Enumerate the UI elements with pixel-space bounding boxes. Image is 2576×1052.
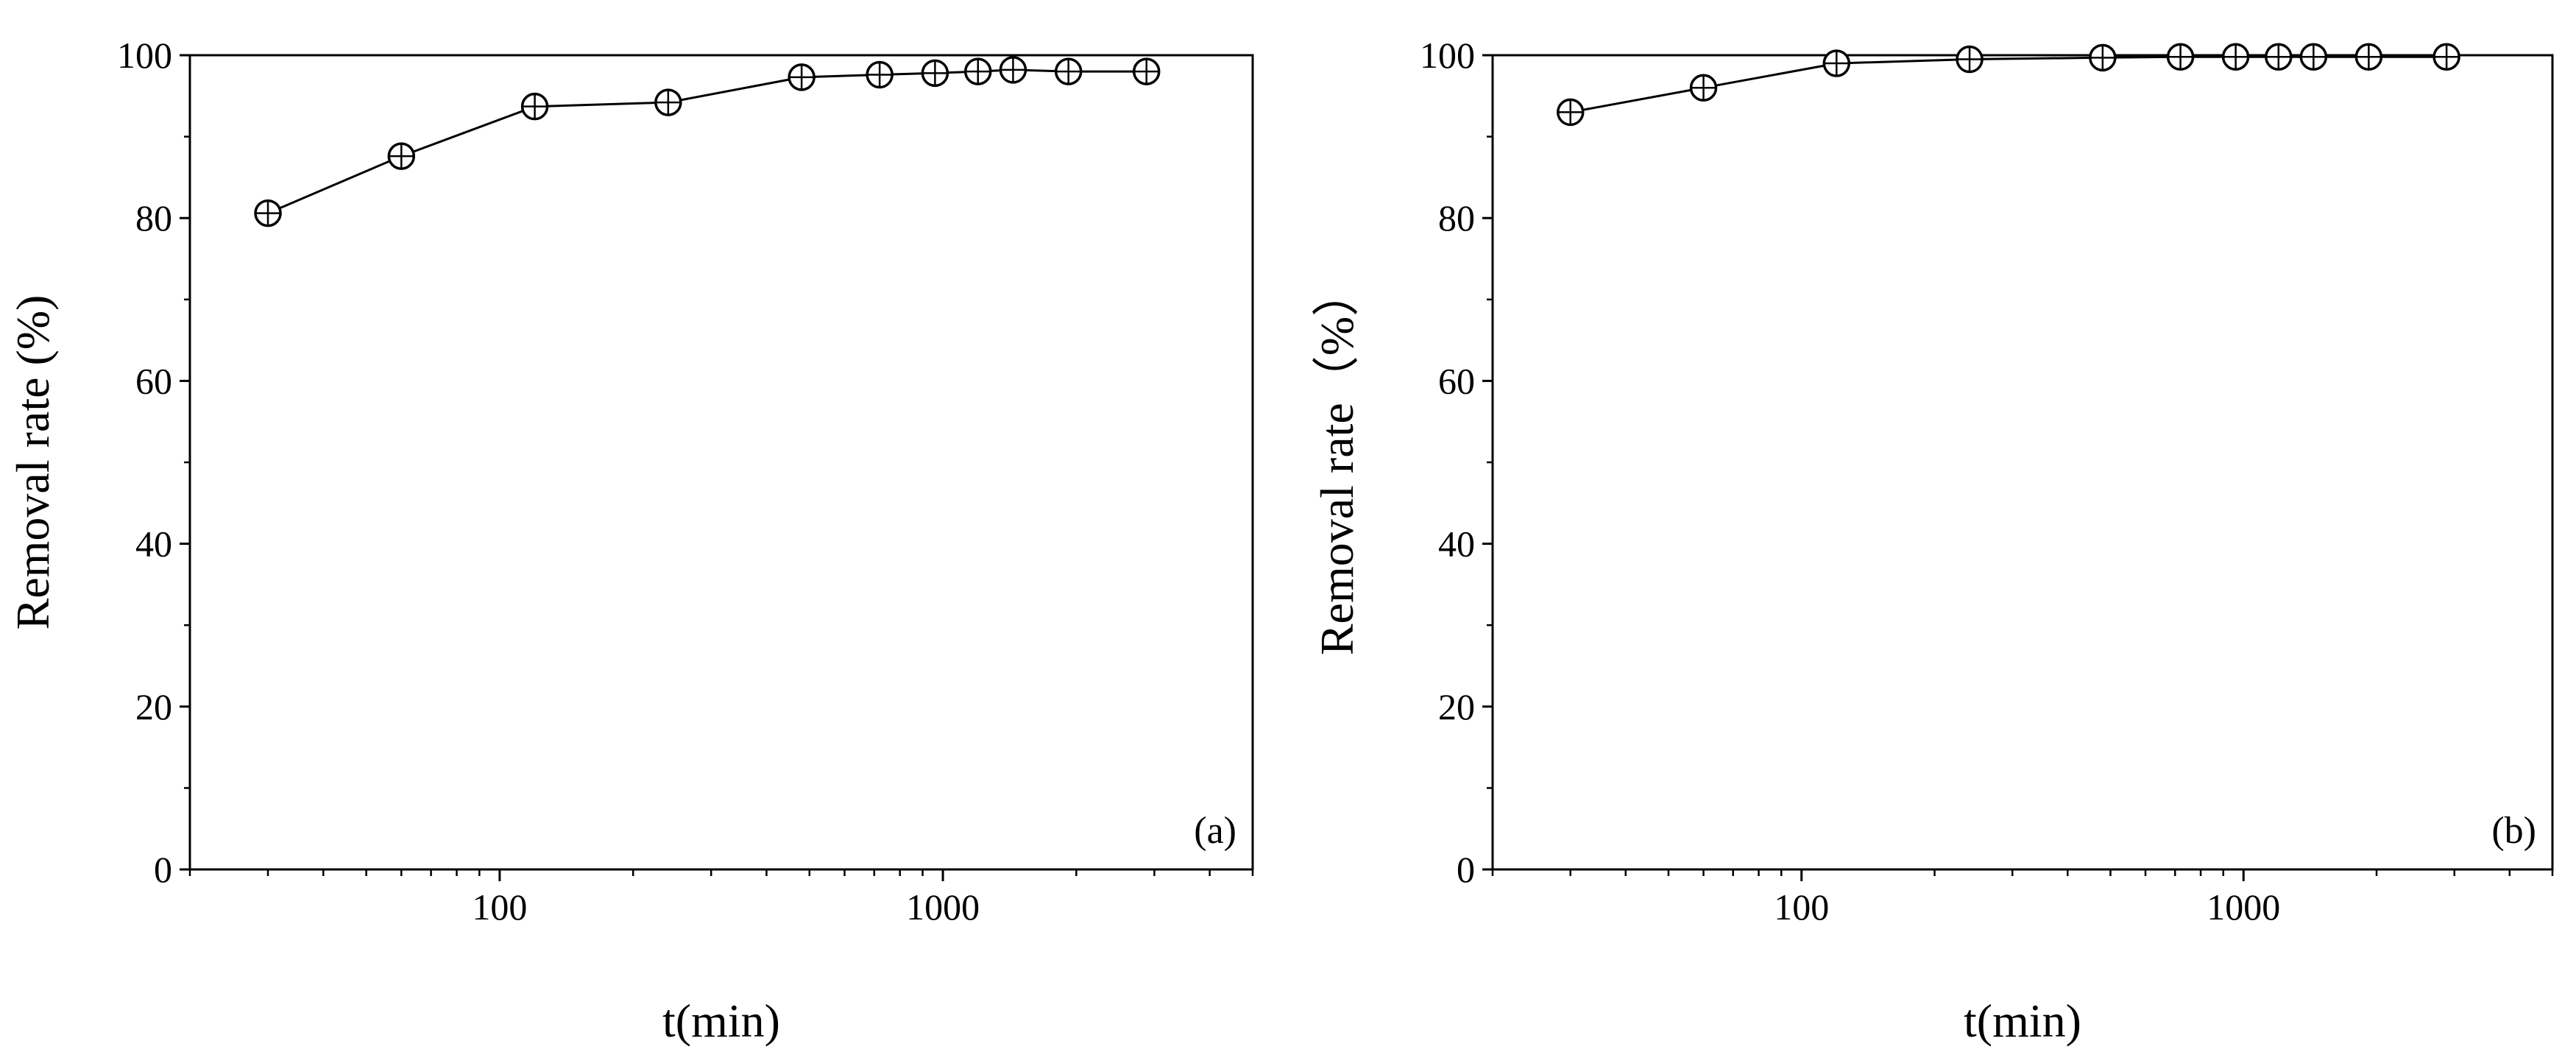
chart-panel-a: 0 20 40 60 80 100 100 1000 t(min) Removal rate (%… <box>7 35 1254 1047</box>
y-tick-label: 100 <box>117 35 172 76</box>
data-point <box>2089 43 2117 72</box>
data-point <box>2354 43 2383 71</box>
data-point <box>520 92 549 121</box>
data-point <box>866 60 894 89</box>
y-tick-label: 60 <box>135 360 172 401</box>
y-tick-label: 0 <box>1457 849 1475 890</box>
data-point <box>2432 43 2460 71</box>
data-point <box>921 59 949 88</box>
panel-label: (b) <box>2491 810 2536 852</box>
data-point <box>964 57 992 85</box>
data-point <box>999 56 1027 84</box>
data-point <box>2221 43 2250 71</box>
y-axis-title: Removal rate（%） <box>1311 269 1363 655</box>
data-point <box>788 63 815 91</box>
data-point <box>1822 49 1851 77</box>
y-tick-label: 80 <box>1438 197 1475 239</box>
data-point <box>2166 43 2195 71</box>
x-tick-label: 100 <box>472 886 527 928</box>
x-tick-label: 1000 <box>2207 886 2280 928</box>
y-tick-label: 20 <box>135 686 172 727</box>
chart-panel-b: 0 20 40 60 80 100 100 1000 t(min) Removal rate（%）… <box>1311 35 2554 1047</box>
data-point <box>2265 43 2293 71</box>
data-point <box>1132 57 1161 85</box>
x-tick-label: 1000 <box>906 886 980 928</box>
data-point <box>1689 74 1718 102</box>
data-point <box>654 88 682 116</box>
data-point <box>1956 45 1984 74</box>
data-point <box>254 199 282 227</box>
y-tick-label: 60 <box>1438 360 1475 401</box>
x-axis-title: t(min) <box>1964 995 2081 1047</box>
y-tick-label: 80 <box>135 197 172 239</box>
data-point <box>387 142 416 170</box>
data-point <box>2299 43 2328 71</box>
data-point <box>1054 57 1083 85</box>
data-point <box>1556 98 1585 127</box>
x-axis-title: t(min) <box>662 995 780 1047</box>
y-tick-label: 20 <box>1438 686 1475 727</box>
y-tick-label: 0 <box>154 849 172 890</box>
y-axis-title: Removal rate (%) <box>7 295 59 630</box>
x-tick-label: 100 <box>1774 886 1829 928</box>
y-tick-label: 100 <box>1420 35 1475 76</box>
y-tick-label: 40 <box>135 523 172 565</box>
panel-label: (a) <box>1194 810 1236 852</box>
y-tick-label: 40 <box>1438 523 1475 565</box>
